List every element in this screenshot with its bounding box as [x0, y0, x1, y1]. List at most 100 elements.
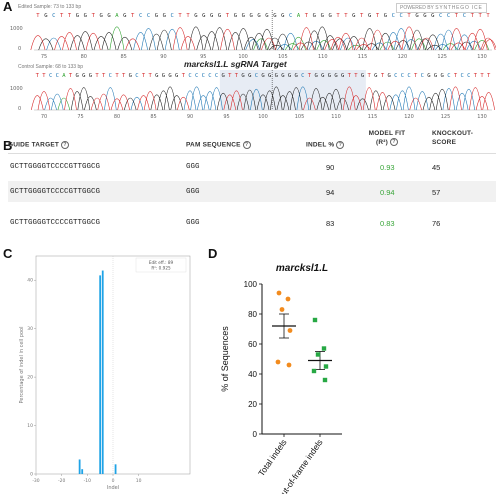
header-model-fit: MODEL FIT (R²)? — [368, 130, 406, 147]
base-letter: C — [215, 73, 218, 79]
base-letter: G — [281, 73, 284, 79]
data-point — [275, 359, 281, 365]
base-letter: T — [228, 73, 232, 79]
y-tick-label: 30 — [27, 326, 33, 332]
base-letter: C — [147, 13, 150, 19]
indel-cell: 83 — [326, 219, 335, 228]
base-letter: G — [194, 13, 197, 19]
help-icon[interactable]: ? — [336, 141, 345, 149]
base-letter: C — [171, 13, 174, 19]
base-letter: G — [82, 73, 85, 79]
indel-cell: 90 — [326, 163, 335, 172]
base-letter: T — [42, 73, 46, 79]
x-tick-label: 80 — [81, 54, 87, 60]
x-tick-label: 85 — [150, 114, 156, 120]
x-tick-label: 95 — [200, 54, 206, 60]
base-letter: T — [36, 13, 40, 19]
x-tick-label: 10 — [136, 478, 142, 484]
y-tick-label: 80 — [248, 310, 257, 319]
trace-line-t — [30, 26, 496, 51]
guide-cell: GCTTGGGGTCCCCGTTGGCG — [10, 163, 101, 171]
base-letter: G — [168, 73, 171, 79]
bar — [81, 469, 84, 474]
header-indel-percent: INDEL %? — [306, 141, 345, 149]
base-letter: C — [202, 73, 205, 79]
base-letter: T — [368, 73, 372, 79]
fit-cell: 0.94 — [380, 188, 395, 197]
base-letter: T — [142, 73, 146, 79]
base-letter: T — [480, 73, 484, 79]
base-letter: G — [89, 73, 92, 79]
y-tick-label: 40 — [27, 278, 33, 284]
base-letter: T — [235, 73, 239, 79]
base-letter: G — [427, 73, 430, 79]
base-letter: G — [415, 13, 418, 19]
panel-letter-d: D — [208, 246, 218, 261]
base-letter: A — [115, 13, 119, 19]
data-point — [285, 296, 291, 302]
base-letter: T — [486, 13, 490, 19]
sgrna-target-title: marcksl1.L sgRNA Target — [184, 59, 287, 69]
base-letter: T — [122, 73, 126, 79]
base-letter: C — [439, 13, 442, 19]
table-row: GCTTGGGGTCCCCGTTGGCG GGG 94 0.94 57 — [8, 181, 496, 202]
base-letter: C — [447, 73, 450, 79]
base-letter: C — [49, 73, 52, 79]
trace-line-a — [109, 26, 490, 51]
sequence-percent-chart: marcksl1.L 0 20 40 60 80 100 % of Sequences Tota… — [220, 263, 342, 494]
help-icon[interactable]: ? — [242, 141, 251, 149]
base-letter: C — [208, 73, 211, 79]
base-letter: G — [242, 13, 245, 19]
base-letter: G — [202, 13, 205, 19]
base-letter: G — [155, 73, 158, 79]
base-letter: G — [234, 13, 237, 19]
ko-cell: 76 — [432, 219, 441, 228]
y-tick-label: 0 — [18, 46, 21, 52]
base-letter: C — [255, 73, 258, 79]
powered-by-label: POWERED BY — [400, 5, 434, 11]
base-letter: G — [163, 13, 166, 19]
base-letter: C — [301, 73, 304, 79]
base-letter: T — [95, 73, 99, 79]
x-tick-label: 125 — [437, 54, 447, 60]
base-letter: T — [308, 73, 312, 79]
base-letter: T — [182, 73, 186, 79]
x-tick-label: 90 — [187, 114, 193, 120]
base-letter: C — [447, 13, 450, 19]
base-letter: G — [210, 13, 213, 19]
help-icon[interactable]: ? — [61, 141, 70, 149]
base-letter: T — [68, 13, 72, 19]
trace-line-c — [46, 28, 482, 51]
fit-cell: 0.83 — [380, 219, 395, 228]
base-letter: C — [188, 73, 191, 79]
y-tick-label: 20 — [27, 375, 33, 381]
base-letter: G — [334, 73, 337, 79]
base-letter: G — [44, 13, 47, 19]
x-tick-label: 80 — [114, 114, 120, 120]
legend-box — [135, 257, 187, 273]
base-letter: T — [474, 73, 478, 79]
base-letter: G — [75, 73, 78, 79]
guide-cell: GCTTGGGGTCCCCGTTGGCG — [10, 188, 101, 196]
data-point — [311, 368, 317, 374]
base-letter: C — [407, 73, 410, 79]
base-letter: C — [392, 13, 395, 19]
edited-sample-label: Edited Sample: 73 to 133 bp — [18, 4, 82, 10]
help-icon[interactable]: ? — [390, 138, 398, 147]
base-letter: G — [328, 73, 331, 79]
y-tick-label: 1000 — [10, 26, 23, 32]
base-letter: T — [149, 73, 153, 79]
base-letter: A — [62, 73, 66, 79]
base-letter: G — [281, 13, 284, 19]
results-table: GUIDE TARGET? PAM SEQUENCE? INDEL %? MOD… — [8, 127, 496, 243]
y-tick-label: 10 — [27, 423, 33, 429]
base-letter: G — [222, 73, 225, 79]
data-point — [321, 346, 327, 351]
base-letter: G — [321, 73, 324, 79]
x-tick-label: 105 — [278, 54, 288, 60]
indel-cell: 94 — [326, 188, 335, 197]
base-letter: G — [328, 13, 331, 19]
x-tick-label: 95 — [223, 114, 229, 120]
y-tick-label: 100 — [244, 280, 258, 289]
